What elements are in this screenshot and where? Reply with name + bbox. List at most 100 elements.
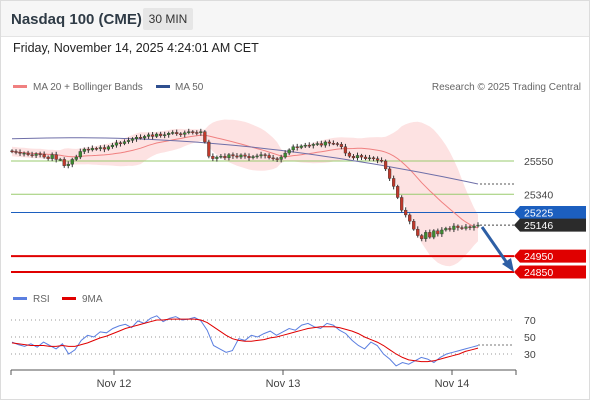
candle-body [456,225,460,228]
candle-body [122,141,127,144]
candle-body [50,154,54,159]
candle-body [307,144,311,147]
candle-body [74,156,78,160]
candle-body [151,134,155,137]
level-tag-25225 [514,206,586,220]
candle-body [472,225,476,228]
candle-body [167,133,171,135]
candle-body [339,144,344,147]
candle-body [408,214,412,222]
candle-body [98,147,102,149]
candle-body [183,132,187,135]
candle-body [159,133,163,136]
candle-body [155,133,159,137]
candle-body [90,148,94,151]
candle-body [367,157,372,160]
candle-body [311,144,315,146]
forecast-arrow-head [502,258,514,272]
bollinger-band-area [12,119,478,267]
candle-body [452,225,456,230]
chart-datetime: Friday, November 14, 2025 4:24:01 AM CET [13,41,259,55]
candle-body [142,136,147,139]
moving-averages [11,134,514,229]
x-axis-label: Nov 12 [97,378,132,390]
candle-body [315,143,319,145]
candle-body [331,143,335,145]
candle-body [191,131,195,133]
candle-body [259,154,263,157]
candle-body [171,132,175,134]
candle-body [134,137,139,139]
candle-body [118,142,123,144]
candle-body [263,154,267,156]
ma20-line [11,134,479,229]
candle-body [255,155,259,158]
candle-body [363,156,368,159]
candle-body [175,132,179,134]
candle-body [243,154,247,157]
legend-ma50-label: MA 50 [175,82,204,93]
candle-body [10,150,14,153]
candle-body [82,148,86,152]
candle-body [476,224,480,227]
candle-body [279,156,283,160]
level-tag-25146 [514,218,586,232]
level-tag-24850 [514,265,586,279]
candle-body [404,209,408,216]
candle-body [66,163,70,166]
legend-rsi-swatch [13,297,27,300]
candle-body [335,143,339,145]
chart-header: Nasdaq 100 (CME) 30 MIN [1,1,589,37]
candle-body [468,226,472,229]
level-label-24850: 24850 [524,267,553,279]
candle-body [231,154,235,157]
level-label-25550: 25550 [524,156,553,168]
candle-body [58,159,62,161]
rsi-level-label-50: 50 [524,332,536,344]
candle-body [102,147,106,150]
candle-body [38,153,42,156]
candle-body [384,160,388,170]
candle-body [86,148,90,151]
candle-body [392,178,396,187]
candle-body [420,235,424,239]
instrument-title: Nasdaq 100 (CME) [11,11,142,28]
candle-body [251,156,255,159]
candle-body [203,131,207,143]
level-label-25146: 25146 [524,220,553,232]
forecast-arrow-shaft [480,226,509,264]
candle-body [388,168,392,179]
candle-body [436,230,440,235]
candle-body [347,152,352,157]
candle-body [291,146,295,151]
candle-body [247,156,251,159]
legend-credit: Research © 2025 Trading Central [432,82,581,93]
candle-body [211,156,215,159]
candle-body [275,158,279,160]
candle-body [199,131,203,133]
candle-body [412,221,416,230]
candle-body [30,154,34,156]
candle-body [54,154,58,160]
x-axis-label: Nov 14 [435,378,470,390]
candle-body [239,154,243,158]
candle-body [287,149,291,154]
legend-ma50-swatch [156,85,170,88]
candle-body [46,156,50,159]
candle-body [359,155,364,158]
candle-body [62,159,66,166]
forecast-arrow [480,226,514,272]
legend-rsi-ma-swatch [62,297,76,300]
candle-body [110,144,115,147]
candle-body [428,232,432,238]
level-label-25340: 25340 [524,189,553,201]
interval-button[interactable]: 30 MIN [143,8,193,30]
candle-body [227,154,231,159]
candle-body [295,146,299,148]
legend-rsi-ma-label: 9MA [82,294,103,305]
candle-body [215,156,219,159]
candle-body [223,156,227,159]
candle-body [18,152,22,154]
candle-body [126,140,131,142]
